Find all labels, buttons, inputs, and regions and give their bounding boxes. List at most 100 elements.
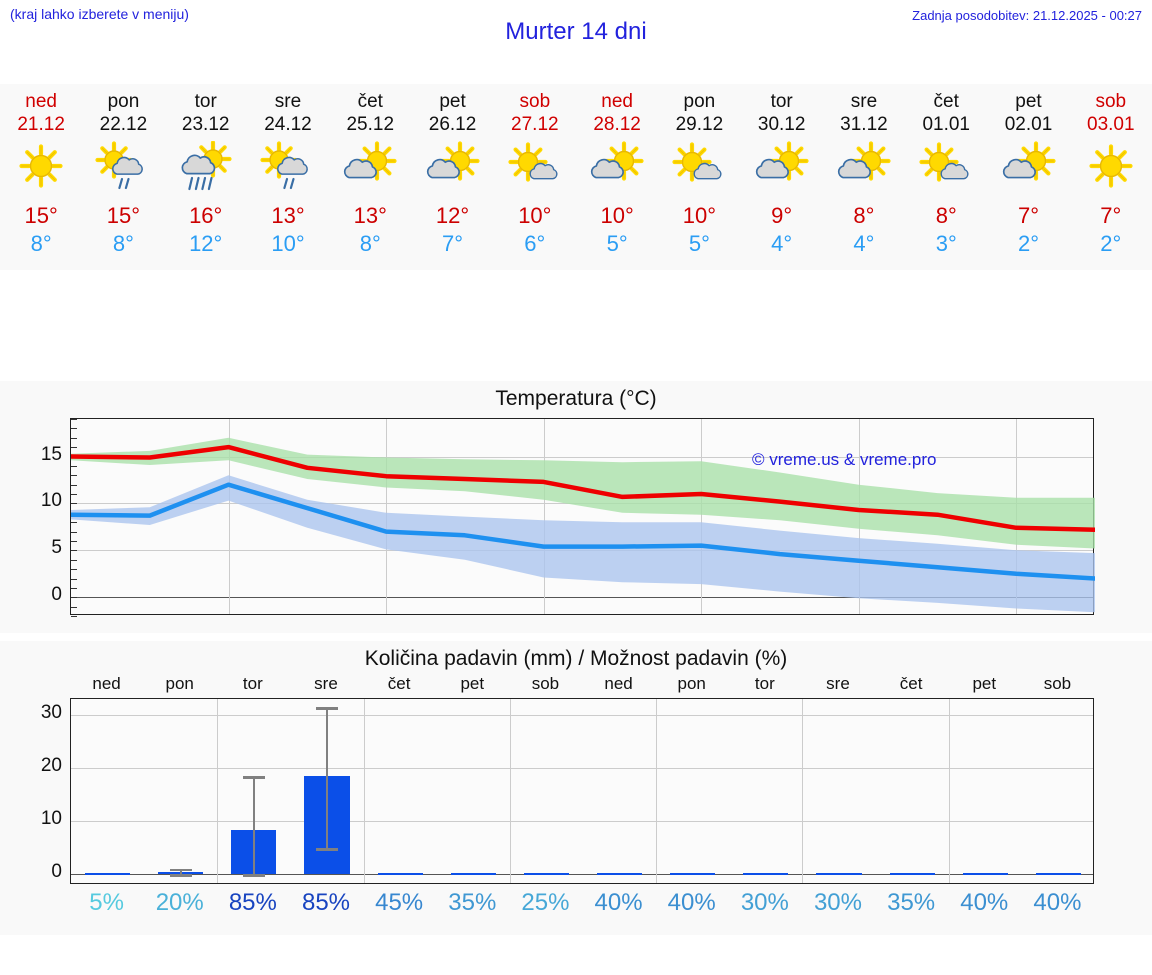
day-max-temp: 15° (24, 203, 58, 228)
temp-minor-tick (71, 541, 77, 542)
day-of-week-label: pet (1015, 91, 1042, 112)
temp-minor-tick (71, 465, 77, 467)
weather-cloud-sun-icon (329, 138, 411, 196)
day-column-0[interactable]: ned 21.12 15° 8° (0, 84, 82, 270)
weather-sunny-icon (1070, 138, 1152, 196)
temperature-chart-plot (70, 418, 1095, 617)
precipitation-day-labels: ned pon tor sre čet pet sob ned pon tor sre čet pet s… (70, 674, 1094, 694)
temp-y-tick-0: 0 (51, 584, 62, 606)
day-column-12[interactable]: pet 02.01 7° 2° (987, 84, 1069, 270)
precip-y-tick-0: 0 (51, 861, 62, 883)
precip-error-cap-upper (242, 776, 265, 779)
day-max-temp: 15° (106, 203, 141, 228)
precip-error-cap-lower (316, 848, 338, 851)
temp-minor-tick (71, 447, 77, 449)
precip-gridline-20 (71, 768, 1093, 770)
day-column-10[interactable]: sre 31.12 8° 4° (823, 84, 905, 270)
precip-gridline-10 (71, 821, 1093, 823)
day-column-5[interactable]: pet 26.12 12° 7° (411, 84, 493, 270)
precip-error-bar (325, 707, 329, 849)
day-of-week-label: sob (1095, 91, 1127, 112)
temp-minor-tick (71, 419, 77, 420)
day-min-temp: 4° (853, 231, 875, 256)
day-column-6[interactable]: sob 27.12 10° 6° (494, 84, 576, 270)
day-column-4[interactable]: čet 25.12 13° 8° (329, 84, 411, 270)
precip-probability-label: 40% (594, 889, 643, 916)
day-max-temp: 9° (771, 203, 793, 228)
precip-y-tick-30: 30 (40, 701, 62, 723)
day-date-label: 26.12 (428, 114, 477, 135)
precip-probability-label: 35% (887, 889, 936, 916)
precip-gridline-30 (71, 714, 1093, 716)
temp-minor-tick (71, 550, 77, 552)
temp-gridline-15 (71, 456, 1093, 458)
day-column-9[interactable]: tor 30.12 9° 4° (741, 84, 823, 270)
day-of-week-label: čet (933, 91, 959, 112)
day-of-week-label: pon (683, 91, 716, 112)
temp-minor-tick (71, 475, 77, 477)
temperature-line (71, 482, 1095, 581)
day-of-week-label: čet (357, 91, 383, 112)
precip-error-cap-upper (169, 868, 192, 871)
day-column-13[interactable]: sob 03.01 7° 2° (1070, 84, 1152, 270)
precip-probability-label: 20% (155, 889, 204, 916)
precip-day-label: sre (826, 674, 850, 693)
temp-minor-tick (71, 606, 77, 608)
temp-vgridline (228, 419, 230, 614)
day-min-temp: 2° (1017, 231, 1040, 256)
precip-day-label: pet (460, 674, 485, 693)
precip-vgridline (363, 699, 365, 883)
day-min-temp: 8° (112, 231, 134, 256)
precip-probability-label: 40% (1033, 889, 1082, 916)
day-column-3[interactable]: sre 24.12 13° 10° (247, 84, 329, 270)
temperature-series-overlay (71, 437, 1095, 613)
weather-sunny-icon (0, 138, 82, 196)
precip-vgridline (656, 699, 658, 883)
precip-day-label: sob (1043, 674, 1072, 693)
precipitation-chart-plot (70, 698, 1094, 884)
temp-gridline-0 (71, 597, 1093, 599)
day-min-temp: 3° (935, 231, 957, 256)
precip-bar (450, 873, 496, 876)
day-of-week-label: ned (601, 91, 633, 112)
temp-vgridline (701, 419, 703, 614)
precip-probability-label: 85% (301, 889, 351, 916)
precip-y-tick-10: 10 (40, 808, 62, 830)
temp-y-tick-15: 15 (40, 443, 62, 465)
day-column-8[interactable]: pon 29.12 10° 5° (658, 84, 740, 270)
temp-minor-tick (71, 587, 77, 589)
precip-day-label: pet (972, 674, 997, 693)
precip-day-label: sob (531, 674, 560, 693)
precip-day-label: tor (242, 674, 263, 693)
page-header: (kraj lahko izberete v meniju) Murter 14… (0, 0, 1152, 72)
precip-probability-label: 85% (228, 889, 277, 916)
day-min-temp: 5° (606, 231, 628, 256)
precip-error-cap-lower (242, 874, 265, 877)
day-date-label: 31.12 (840, 114, 888, 135)
precip-gridline-0 (71, 874, 1093, 876)
day-min-temp: 12° (189, 231, 223, 256)
day-max-temp: 10° (600, 203, 634, 228)
precip-probability-label: 40% (960, 889, 1009, 916)
day-column-7[interactable]: ned 28.12 10° 5° (576, 84, 658, 270)
precip-day-label: tor (754, 674, 775, 693)
precip-bar (523, 873, 570, 876)
precip-bar (889, 873, 935, 876)
precip-day-label: ned (604, 674, 633, 693)
precip-bar (84, 873, 131, 876)
precip-probability-label: 25% (521, 889, 570, 916)
weather-cloud-sun-icon (411, 138, 493, 196)
weather-cloud-sun-icon (823, 138, 905, 196)
day-column-2[interactable]: tor 23.12 16° 12° (165, 84, 247, 270)
day-date-label: 02.01 (1004, 114, 1053, 135)
day-date-label: 30.12 (757, 114, 806, 135)
precip-bar (1035, 873, 1082, 876)
precip-day-label: čet (387, 674, 411, 693)
precip-vgridline (217, 699, 219, 883)
day-max-temp: 10° (518, 203, 552, 228)
weather-sun-cloud-icon (658, 138, 740, 196)
day-max-temp: 13° (271, 203, 305, 228)
day-column-11[interactable]: čet 01.01 8° 3° (905, 84, 987, 270)
day-column-1[interactable]: pon 22.12 15° 8° (82, 84, 164, 270)
day-max-temp: 10° (682, 203, 717, 228)
